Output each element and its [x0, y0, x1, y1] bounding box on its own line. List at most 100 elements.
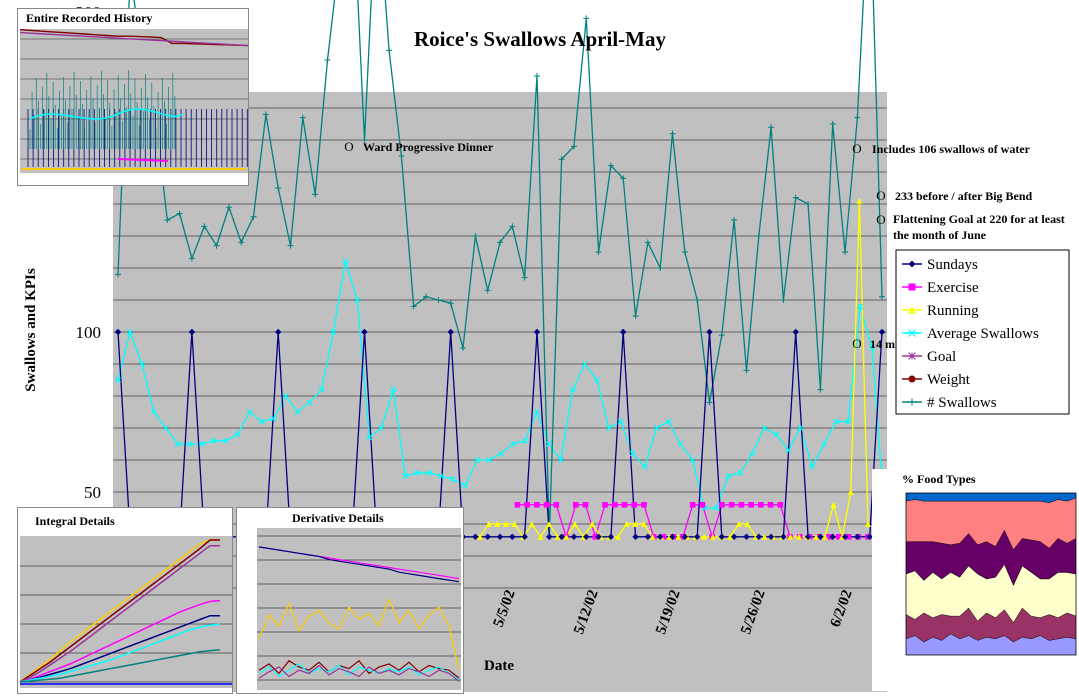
data-point — [258, 418, 265, 425]
inset-series-line — [19, 614, 220, 683]
legend-label: Exercise — [927, 280, 979, 296]
data-point — [780, 533, 787, 540]
data-point — [620, 328, 627, 336]
data-point — [727, 533, 734, 540]
data-point — [657, 265, 664, 271]
markers-layer — [114, 15, 887, 540]
data-point — [607, 162, 614, 169]
data-point — [545, 441, 552, 447]
food-types-chart: % Food Types — [902, 472, 1077, 656]
data-point — [620, 175, 627, 182]
data-point — [571, 521, 578, 527]
legend-box — [895, 249, 1070, 415]
data-point — [474, 457, 480, 463]
data-point — [426, 469, 433, 476]
inset-series — [905, 492, 1077, 656]
data-point — [521, 274, 528, 281]
data-point — [486, 457, 492, 463]
data-point — [640, 521, 647, 527]
annotation-marker: O — [852, 141, 861, 156]
data-point — [533, 409, 540, 415]
data-point — [312, 191, 319, 198]
data-point — [164, 217, 171, 223]
legend-label: Running — [927, 303, 979, 319]
data-point — [274, 328, 282, 336]
legend-label: Goal — [927, 349, 956, 365]
data-point — [908, 398, 916, 406]
data-point — [842, 249, 849, 255]
data-point — [879, 293, 885, 300]
data-point — [669, 533, 676, 540]
data-point — [629, 450, 636, 457]
data-point — [718, 332, 725, 339]
legend-items: Sundays Exercise Running Average Swallows Go… — [902, 257, 1039, 411]
data-point — [617, 418, 624, 425]
data-point — [528, 521, 535, 527]
inset-series — [257, 535, 461, 682]
annotation-ward-dinner: Ward Progressive Dinner — [363, 140, 494, 154]
data-point — [767, 502, 774, 508]
data-point — [743, 533, 750, 540]
data-point — [582, 502, 589, 508]
data-point — [366, 434, 373, 441]
data-point — [569, 386, 576, 393]
data-point — [127, 329, 133, 335]
data-point — [681, 249, 688, 255]
data-point — [423, 293, 430, 300]
data-point — [748, 502, 754, 508]
data-point — [361, 328, 368, 336]
derivative-details-chart: Derivative Details — [257, 511, 461, 690]
data-point — [681, 533, 689, 540]
entire-history-chart: Entire Recorded History — [19, 11, 248, 173]
data-point — [294, 409, 301, 415]
data-point — [749, 450, 756, 457]
data-point — [878, 328, 886, 336]
inset-series-line — [19, 31, 248, 47]
data-point — [398, 153, 405, 159]
data-point — [689, 502, 696, 508]
data-point — [649, 533, 656, 540]
data-point — [570, 533, 578, 540]
data-point — [725, 473, 732, 479]
data-point — [270, 415, 277, 422]
data-point — [558, 533, 565, 540]
food-types-inset: % Food Types — [872, 469, 1077, 691]
annotation-marker: O — [344, 139, 353, 154]
data-point — [150, 409, 157, 415]
data-point — [139, 361, 145, 367]
inset-series-line — [258, 663, 460, 681]
data-point — [114, 328, 122, 336]
data-point — [728, 502, 735, 508]
data-point — [306, 399, 313, 406]
data-point — [641, 502, 647, 508]
annotations: O Ward Progressive Dinner O Includes 106… — [344, 139, 1065, 351]
data-point — [378, 425, 385, 431]
data-point — [572, 502, 579, 508]
data-point — [342, 258, 349, 265]
data-point — [865, 521, 871, 527]
annotation-marker: O — [876, 212, 885, 227]
data-point — [589, 521, 596, 527]
chart-title: Roice's Swallows April-May — [414, 27, 666, 51]
data-point — [262, 111, 269, 118]
data-point — [738, 502, 745, 508]
data-point — [632, 313, 639, 319]
data-point — [908, 352, 916, 360]
data-point — [632, 533, 639, 540]
legend-label: Sundays — [927, 257, 978, 273]
data-point — [176, 210, 183, 217]
inset-series-line — [19, 599, 221, 683]
inset-plot-area — [20, 536, 232, 688]
y-axis-label: Swallows and KPIs — [23, 268, 39, 392]
annotation-goal-box: Flattening Goal at 220 for at least the … — [893, 212, 1065, 242]
data-point — [615, 533, 621, 540]
data-point — [768, 124, 775, 131]
data-point — [731, 217, 738, 223]
data-point — [854, 114, 861, 121]
data-point — [546, 521, 553, 527]
data-point — [737, 469, 744, 476]
data-point — [201, 223, 208, 230]
food-area — [905, 492, 1077, 503]
data-point — [656, 533, 664, 540]
data-point — [701, 533, 708, 540]
